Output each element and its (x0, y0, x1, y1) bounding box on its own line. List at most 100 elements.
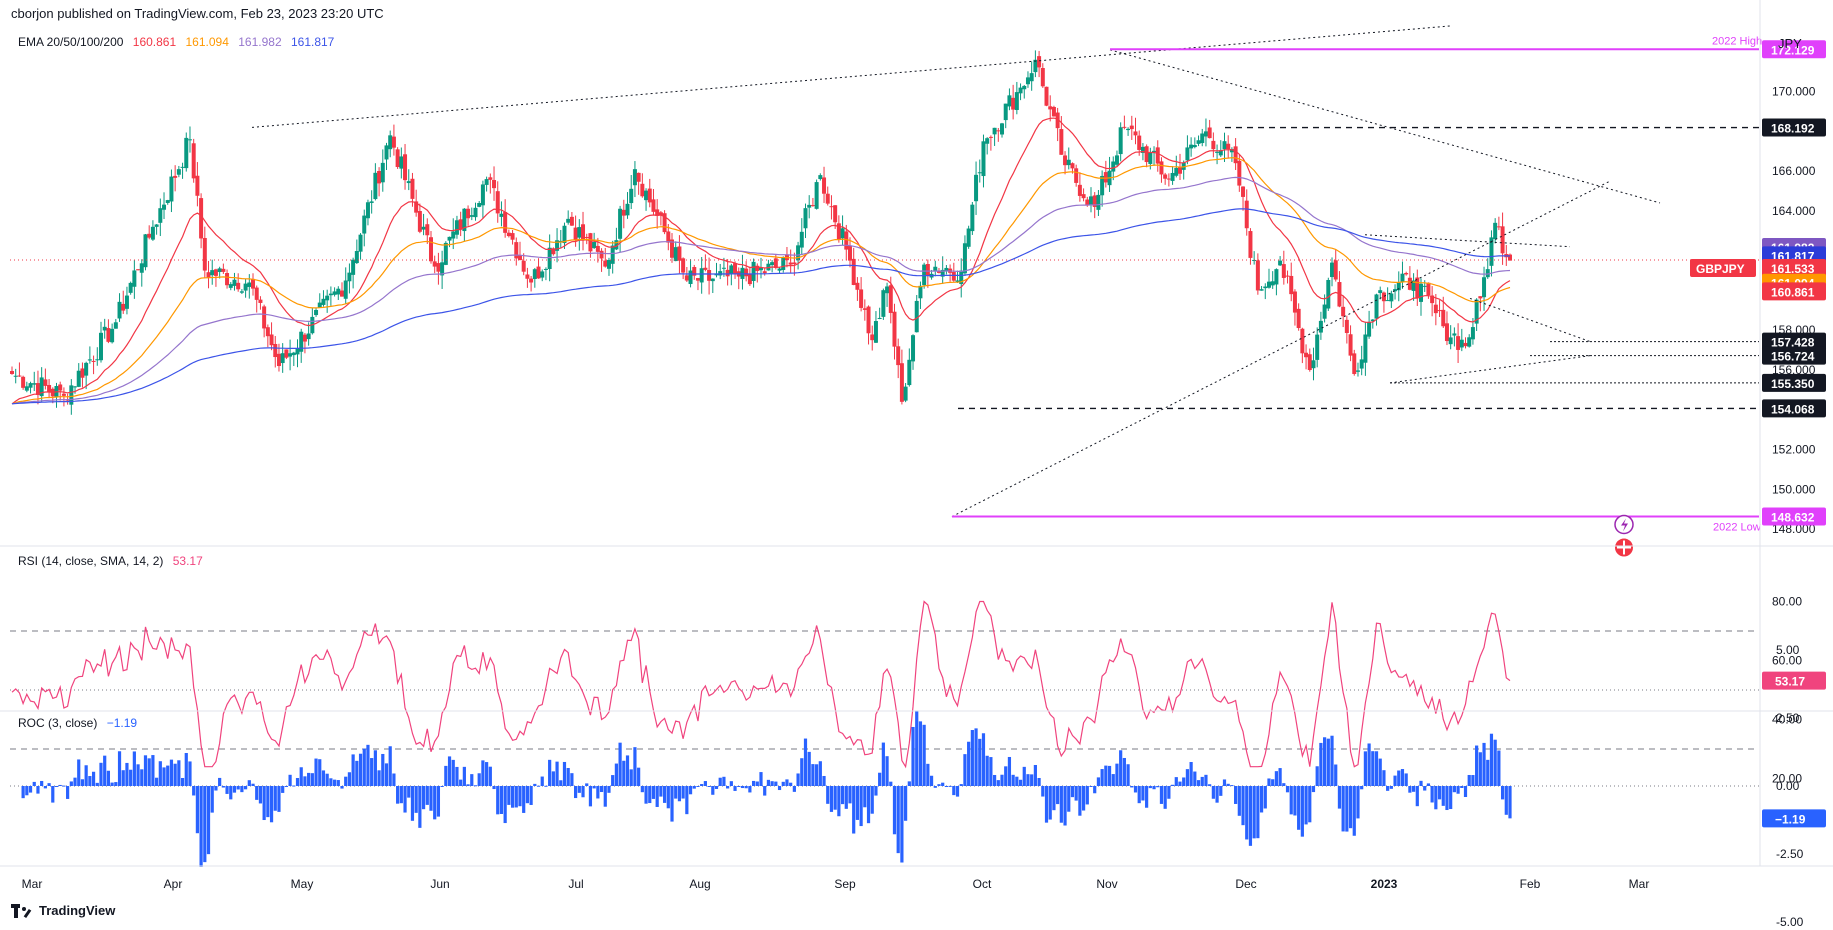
candle-body (473, 207, 478, 218)
candle-body (265, 327, 270, 337)
candle-body (1367, 321, 1372, 337)
roc-bar (399, 786, 403, 804)
time-axis[interactable]: Mar Apr May Jun Jul Aug Sep Oct Nov Dec 2023 Feb Mar (22, 877, 1650, 891)
rsi-legend[interactable]: RSI (14, close, SMA, 14, 2) 53.17 (18, 554, 209, 568)
roc-bar (396, 786, 400, 804)
roc-bar (392, 773, 396, 786)
candle-body (632, 169, 637, 186)
roc-bar (1230, 785, 1234, 787)
roc-bar (325, 773, 329, 786)
candle-body (670, 239, 675, 258)
candle-body (1437, 310, 1442, 312)
candle-body (762, 271, 767, 274)
candle-body (777, 268, 782, 271)
roc-bar (1215, 786, 1219, 803)
candle-body (807, 204, 812, 208)
candle-body (614, 240, 619, 250)
roc-bar (355, 760, 359, 786)
roc-bar (1374, 751, 1379, 786)
roc-bar (1423, 786, 1427, 791)
rsi-value-box (1762, 671, 1826, 690)
price-label-box (1762, 346, 1826, 365)
roc-bar (789, 782, 793, 786)
candle-body (1200, 133, 1205, 144)
tradingview-footer[interactable]: TradingView (11, 903, 115, 918)
candle-body (225, 273, 230, 286)
candle-body (43, 379, 48, 386)
roc-bar (1300, 786, 1304, 837)
roc-bar (1285, 786, 1290, 793)
roc-bar (470, 774, 474, 786)
roc-bar (889, 781, 893, 786)
roc-bar (310, 773, 314, 786)
roc-bar (711, 786, 715, 795)
candle-body (351, 259, 356, 275)
roc-bar (284, 786, 288, 787)
roc-bar (84, 765, 88, 786)
candle-body (1422, 285, 1427, 287)
ema-legend[interactable]: EMA 20/50/100/200 160.861 161.094 161.98… (18, 35, 340, 49)
candle-body (566, 218, 571, 223)
candle-body (529, 278, 534, 283)
roc-bar (429, 786, 433, 811)
roc-bar (1219, 786, 1223, 796)
roc-bar (703, 781, 707, 786)
roc-legend[interactable]: ROC (3, close) −1.19 (18, 716, 143, 730)
candle-body (325, 295, 330, 301)
descending-trendline (1109, 49, 1661, 204)
candle-body (365, 202, 370, 219)
candle-body (1074, 168, 1079, 183)
roc-bar (544, 785, 548, 787)
candle-body (573, 227, 578, 241)
roc-bar (1389, 786, 1393, 789)
roc-bar (410, 786, 415, 821)
candle-body (1463, 342, 1468, 347)
symbol-label-box (1690, 258, 1756, 277)
roc-bar (358, 753, 363, 786)
roc-value-label: −1.19 (1775, 812, 1806, 826)
candle-body (1092, 195, 1097, 207)
roc-bar (295, 778, 300, 786)
roc-bar (1074, 786, 1078, 801)
candle-body (1508, 254, 1512, 261)
candle-body (1241, 186, 1246, 197)
candle-body (918, 285, 923, 299)
candle-body (432, 261, 437, 267)
price-pane[interactable]: 2022 High 2022 Low (10, 25, 1762, 557)
roc-bar (103, 755, 107, 786)
candle-body (1081, 194, 1086, 199)
roc-bar (904, 786, 908, 821)
roc-bar (344, 776, 348, 786)
roc-bar (1089, 786, 1093, 787)
candle-body (102, 326, 107, 331)
roc-bar (967, 741, 971, 786)
candle-body (621, 209, 626, 216)
roc-pane[interactable] (10, 710, 1759, 867)
candle-body (1381, 292, 1386, 302)
candle-body (421, 226, 426, 230)
candle-body (47, 384, 52, 392)
roc-bar (629, 769, 633, 786)
candle-body (1326, 279, 1331, 309)
candle-body (343, 280, 348, 299)
x-tick-label: Feb (1520, 877, 1541, 891)
ema50-line (11, 157, 1511, 405)
roc-bar (1437, 786, 1442, 800)
roc-bar (1056, 786, 1060, 805)
candle-body (881, 290, 886, 317)
candle-body (1025, 77, 1030, 85)
candle-body (588, 233, 593, 252)
roc-bar (1397, 770, 1401, 786)
candle-body (195, 175, 200, 196)
candle-body (658, 212, 663, 216)
candle-body (1452, 333, 1457, 336)
roc-bar (878, 772, 882, 786)
candle-body (58, 384, 63, 391)
candle-body (1474, 299, 1479, 324)
candle-body (73, 386, 78, 388)
roc-bar (1289, 786, 1293, 815)
candle-body (636, 172, 641, 182)
roc-bar (518, 786, 522, 807)
